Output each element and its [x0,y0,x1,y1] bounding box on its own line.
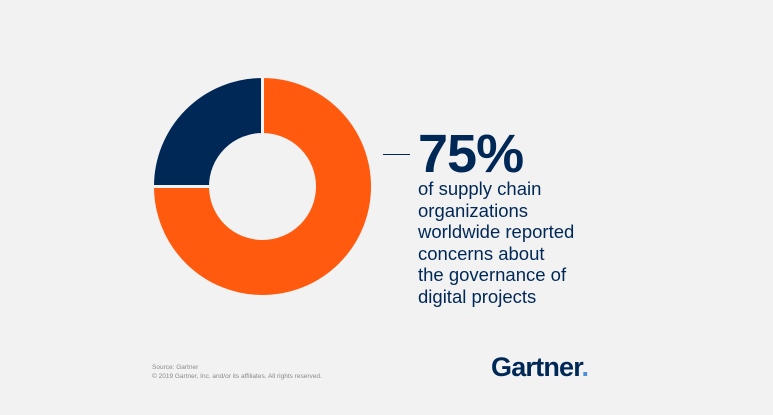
stat-value: 75% [418,124,524,184]
stat-description-line: worldwide reported [418,221,575,243]
connector-line [383,154,410,155]
logo-dot: . [581,352,589,382]
stat-description-line: the governance of [418,264,567,286]
gartner-logo: Gartner. [491,352,589,382]
donut-slice-other [150,74,264,188]
source-label: Source: Gartner [152,364,199,371]
stat-description-line: of supply chain [418,178,542,199]
stat-description-line: digital projects [418,285,537,307]
source-note: Source: Gartner © 2019 Gartner, Inc. and… [152,364,322,381]
donut-slice-reported-concerns [150,74,374,298]
logo-text: Gartner [491,352,582,382]
stat-description-line: concerns about [418,242,545,264]
copyright-text: © 2019 Gartner, Inc. and/or its affiliat… [152,372,322,380]
donut-chart [150,74,374,298]
stat-description-line: organizations [418,199,529,221]
stat-description: of supply chain organizations worldwide … [418,178,648,308]
